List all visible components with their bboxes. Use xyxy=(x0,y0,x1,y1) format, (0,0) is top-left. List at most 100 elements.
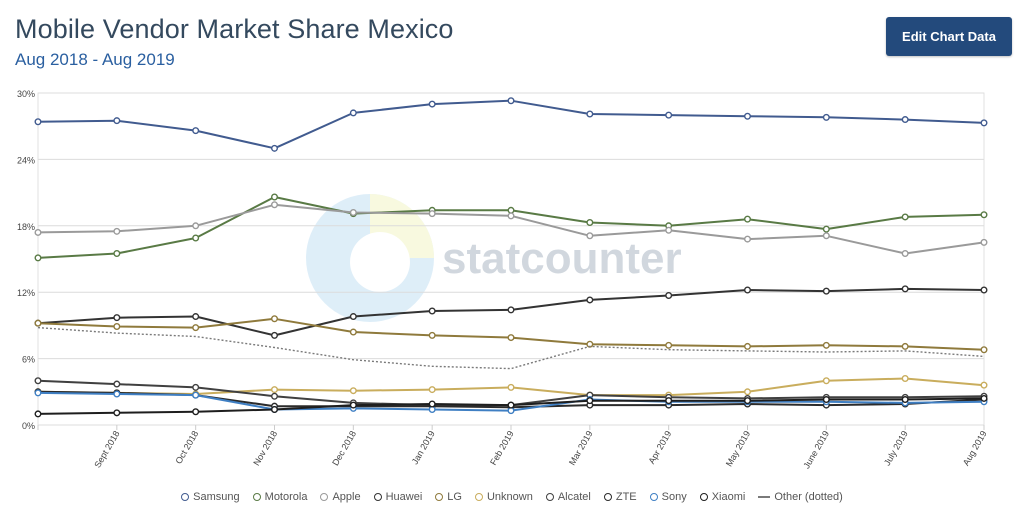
legend-item-unknown[interactable]: Unknown xyxy=(474,491,533,503)
data-point-samsung xyxy=(744,112,752,120)
legend-item-lg[interactable]: LG xyxy=(435,491,462,503)
data-point-xiaomi xyxy=(744,397,752,405)
data-point-unknown xyxy=(271,386,279,394)
data-point-apple xyxy=(349,209,357,217)
legend-label: Xiaomi xyxy=(711,491,746,503)
data-point-unknown xyxy=(744,388,752,396)
data-point-sony xyxy=(428,406,436,414)
data-point-apple xyxy=(428,210,436,218)
data-point-apple xyxy=(665,226,673,234)
data-point-motorola xyxy=(271,193,279,201)
data-point-xiaomi xyxy=(586,397,594,405)
legend-item-other-dotted[interactable]: Other (dotted) xyxy=(758,491,843,503)
data-point-unknown xyxy=(349,387,357,395)
legend-item-sony[interactable]: Sony xyxy=(649,491,687,503)
data-point-alcatel xyxy=(34,377,42,385)
data-point-xiaomi xyxy=(980,394,988,402)
data-point-xiaomi xyxy=(271,406,279,414)
data-point-alcatel xyxy=(113,380,121,388)
legend-swatch xyxy=(252,493,261,501)
legend-label: Unknown xyxy=(486,491,533,503)
data-point-samsung xyxy=(34,118,42,126)
data-point-lg xyxy=(113,323,121,331)
x-tick-label: Mar 2019 xyxy=(567,429,595,467)
data-point-xiaomi xyxy=(822,396,830,404)
data-point-motorola xyxy=(507,206,515,214)
data-point-samsung xyxy=(113,117,121,125)
legend-swatch xyxy=(320,493,329,501)
legend-swatch xyxy=(474,493,483,501)
data-point-sony xyxy=(507,407,515,415)
data-point-huawei xyxy=(428,307,436,315)
legend-label: Motorola xyxy=(264,491,308,503)
series-line-samsung xyxy=(37,99,985,150)
legend-label: Huawei xyxy=(385,491,423,503)
watermark-text: statcounter xyxy=(442,234,682,283)
data-point-motorola xyxy=(901,213,909,221)
series-line-other-dotted xyxy=(37,326,985,370)
data-point-huawei xyxy=(192,313,200,321)
data-point-unknown xyxy=(822,377,830,385)
legend-item-alcatel[interactable]: Alcatel xyxy=(545,491,591,503)
legend-swatch xyxy=(435,493,444,501)
data-point-lg xyxy=(349,328,357,336)
data-point-samsung xyxy=(901,116,909,124)
data-point-sony xyxy=(34,389,42,397)
data-point-lg xyxy=(192,324,200,332)
data-point-apple xyxy=(192,222,200,230)
data-point-lg xyxy=(428,331,436,339)
data-point-alcatel xyxy=(192,383,200,391)
data-point-motorola xyxy=(192,234,200,242)
y-tick-label: 18% xyxy=(17,222,35,232)
data-point-motorola xyxy=(34,254,42,262)
legend-swatch xyxy=(181,493,190,501)
legend-label: LG xyxy=(447,491,462,503)
data-point-apple xyxy=(507,212,515,220)
x-tick-label: Apr 2019 xyxy=(646,429,673,466)
legend-swatch xyxy=(373,493,382,501)
data-point-huawei xyxy=(980,286,988,294)
legend-item-motorola[interactable]: Motorola xyxy=(252,491,308,503)
line-chart: statcounter 0% 6% 12% 18% 24% 30% Sept 2018 Oct … xyxy=(17,89,989,470)
data-point-lg xyxy=(665,341,673,349)
data-point-motorola xyxy=(744,215,752,223)
x-tick-label: July 2019 xyxy=(882,429,910,467)
chart-legend: Samsung Motorola Apple Huawei LG Unknown Alcat… xyxy=(0,486,1024,508)
legend-label: Alcatel xyxy=(557,491,591,503)
data-point-lg xyxy=(744,342,752,350)
legend-item-xiaomi[interactable]: Xiaomi xyxy=(699,491,746,503)
x-tick-label: Jan 2019 xyxy=(410,429,437,466)
data-point-huawei xyxy=(113,314,121,322)
data-point-samsung xyxy=(980,119,988,127)
legend-item-huawei[interactable]: Huawei xyxy=(373,491,423,503)
data-point-lg xyxy=(507,334,515,342)
data-point-huawei xyxy=(665,292,673,300)
data-point-unknown xyxy=(507,383,515,391)
data-point-xiaomi xyxy=(113,409,121,417)
data-point-huawei xyxy=(822,287,830,295)
x-tick-label: June 2019 xyxy=(801,429,831,470)
y-tick-label: 24% xyxy=(17,155,35,165)
data-point-huawei xyxy=(507,306,515,314)
data-point-samsung xyxy=(428,100,436,108)
data-point-unknown xyxy=(980,381,988,389)
data-point-huawei xyxy=(901,285,909,293)
data-point-samsung xyxy=(586,110,594,118)
data-point-sony xyxy=(113,390,121,398)
data-point-lg xyxy=(901,342,909,350)
data-point-lg xyxy=(34,319,42,327)
chart-title: Mobile Vendor Market Share Mexico xyxy=(15,14,454,44)
x-tick-label: Nov 2018 xyxy=(251,429,279,467)
edit-chart-data-button[interactable]: Edit Chart Data xyxy=(886,17,1012,56)
x-tick-label: Feb 2019 xyxy=(488,429,516,467)
data-point-apple xyxy=(271,201,279,209)
legend-item-apple[interactable]: Apple xyxy=(320,491,361,503)
legend-item-samsung[interactable]: Samsung xyxy=(181,491,240,503)
legend-label: Other (dotted) xyxy=(774,491,843,503)
data-point-huawei xyxy=(349,313,357,321)
data-point-motorola xyxy=(586,218,594,226)
data-point-alcatel xyxy=(271,392,279,400)
data-point-samsung xyxy=(507,97,515,105)
legend-item-zte[interactable]: ZTE xyxy=(603,491,637,503)
x-tick-label: Oct 2018 xyxy=(173,429,200,466)
